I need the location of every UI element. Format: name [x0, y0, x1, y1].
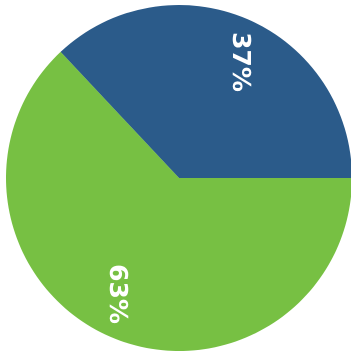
slice-label-37: 37%: [227, 32, 256, 92]
pie-slice-37: [60, 4, 351, 178]
slice-label-63: 63%: [104, 264, 133, 324]
pie-slice-63: [6, 51, 351, 351]
